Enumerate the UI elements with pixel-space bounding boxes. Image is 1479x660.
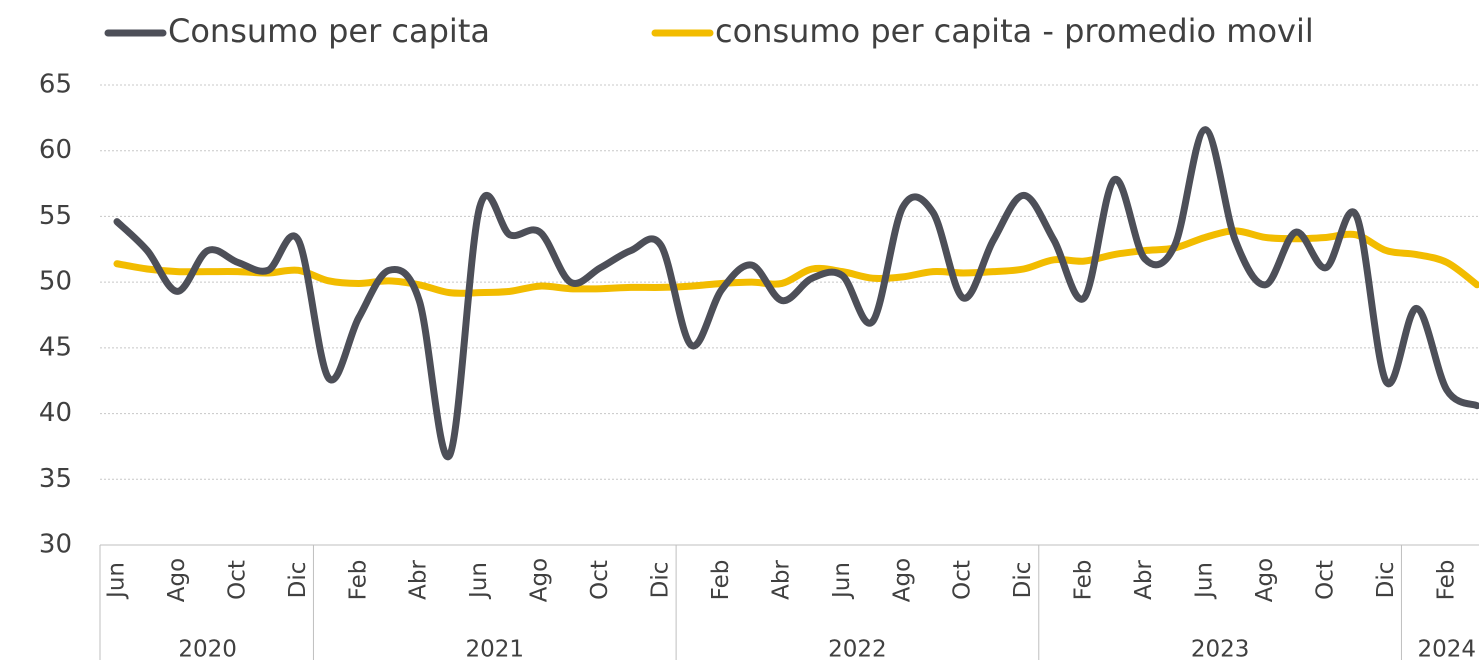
x-tick-label: Jun: [1192, 562, 1218, 600]
y-tick-label: 45: [39, 332, 72, 362]
x-tick-label: Ago: [527, 558, 553, 602]
x-tick-label: Abr: [1131, 560, 1157, 600]
year-label: 2021: [466, 637, 525, 660]
y-tick-label: 40: [39, 398, 72, 428]
x-tick-label: Feb: [345, 560, 371, 601]
y-tick-label: 50: [39, 267, 72, 297]
legend-label: Consumo per capita: [168, 12, 490, 50]
y-tick-label: 55: [39, 201, 72, 231]
x-tick-label: Ago: [889, 558, 915, 602]
x-tick-label: Ago: [1252, 558, 1278, 602]
y-tick-label: 30: [39, 530, 72, 560]
year-label: 2020: [178, 637, 237, 660]
x-tick-label: Oct: [587, 560, 613, 600]
x-tick-label: Jun: [466, 562, 492, 600]
x-tick-label: Abr: [406, 560, 432, 600]
x-tick-label: Jun: [829, 562, 855, 600]
x-tick-label: Abr: [768, 560, 794, 600]
year-label: 2023: [1191, 637, 1250, 660]
x-tick-label: Feb: [1071, 560, 1097, 601]
x-tick-label: Dic: [285, 562, 311, 599]
y-tick-label: 60: [39, 135, 72, 165]
y-tick-label: 65: [39, 70, 72, 100]
series-line: [113, 126, 1479, 461]
x-tick-label: Dic: [1010, 562, 1036, 599]
x-tick-label: Feb: [1433, 560, 1459, 601]
x-tick-label: Feb: [708, 560, 734, 601]
x-tick-label: Ago: [164, 558, 190, 602]
x-tick-label: Oct: [224, 560, 250, 600]
x-tick-label: Dic: [1373, 562, 1399, 599]
x-tick-label: Oct: [1312, 560, 1338, 600]
x-tick-label: Oct: [950, 560, 976, 600]
year-label: 2022: [828, 637, 887, 660]
x-tick-label: Dic: [648, 562, 674, 599]
legend-label: consumo per capita - promedio movil: [715, 12, 1314, 50]
x-tick-label: Jun: [104, 562, 130, 600]
series-line: [113, 227, 1479, 297]
y-tick-label: 35: [39, 464, 72, 494]
year-label: 2024: [1418, 637, 1477, 660]
